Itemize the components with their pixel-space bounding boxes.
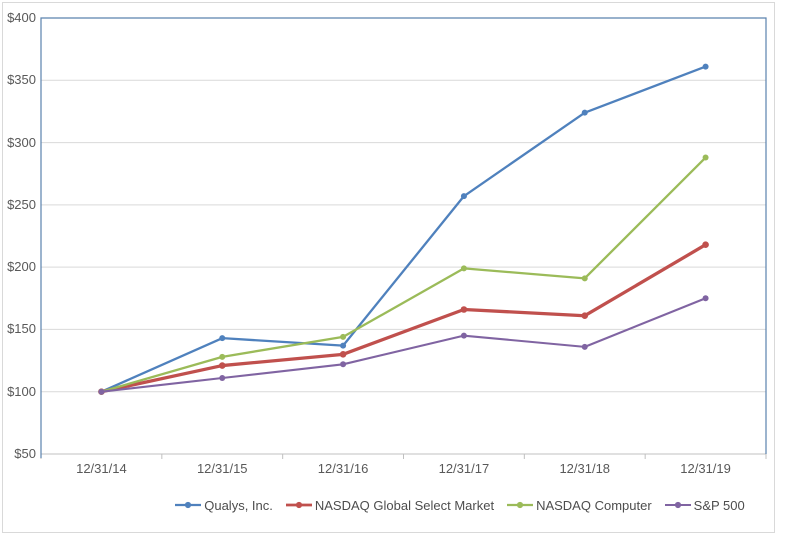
chart-legend: Qualys, Inc. NASDAQ Global Select Market N… [145, 494, 775, 516]
series-marker-s-p-500 [460, 332, 467, 339]
y-axis-tick-label: $100 [7, 383, 36, 399]
legend-marker-icon [175, 501, 202, 509]
series-marker-nasdaq-computer [581, 275, 588, 282]
x-axis-tick-label: 12/31/15 [196, 461, 248, 476]
legend-marker-icon [285, 501, 312, 509]
legend-marker-dot [185, 501, 192, 509]
x-axis-tick-label: 12/31/14 [76, 461, 127, 476]
series-line-qualys-inc [100, 65, 707, 393]
legend-marker-dot [295, 501, 302, 509]
legend-item-label: NASDAQ Global Select Market [314, 497, 495, 513]
y-axis-tick-label: $200 [7, 259, 36, 275]
series-line-s-p-500 [100, 297, 707, 393]
series-marker-s-p-500 [702, 295, 709, 302]
legend-marker-icon [507, 501, 534, 509]
x-axis-tick-label: 12/31/19 [680, 461, 731, 476]
legend-marker-dot [516, 501, 524, 509]
legend-item-label: S&P 500 [693, 497, 745, 513]
y-axis-tick-label: $300 [7, 134, 36, 150]
x-axis-tick-label: 12/31/18 [559, 461, 611, 476]
legend-item: NASDAQ Global Select Market [285, 497, 495, 513]
series-marker-nasdaq-global-select-market [460, 306, 468, 313]
legend-marker-dot [674, 501, 681, 509]
legend-item: Qualys, Inc. [175, 498, 273, 513]
legend-item-label: NASDAQ Computer [536, 497, 652, 513]
legend-marker-icon [664, 501, 691, 509]
series-marker-nasdaq-computer [460, 265, 467, 272]
y-axis-tick-label: $250 [7, 196, 36, 212]
y-axis-tick-label: $50 [14, 446, 36, 461]
series-marker-s-p-500 [581, 343, 588, 350]
series-marker-nasdaq-computer [219, 353, 226, 360]
legend-item-label: Qualys, Inc. [204, 497, 273, 513]
legend-item: S&P 500 [664, 497, 745, 513]
series-line-nasdaq-computer [100, 156, 707, 393]
series-marker-nasdaq-global-select-market [702, 241, 709, 249]
plot-area-border [40, 17, 767, 458]
series-marker-nasdaq-global-select-market [339, 351, 347, 358]
y-axis-tick-label: $400 [7, 10, 36, 25]
series-line-nasdaq-global-select-market [99, 243, 708, 394]
legend-item: NASDAQ Computer [507, 498, 652, 513]
series-marker-s-p-500 [219, 375, 226, 382]
series-marker-nasdaq-computer [340, 333, 347, 340]
series-marker-s-p-500 [340, 361, 347, 368]
series-marker-s-p-500 [98, 388, 105, 395]
series-marker-nasdaq-computer [702, 154, 709, 161]
series-marker-qualys-inc [340, 342, 347, 349]
series-marker-qualys-inc [702, 63, 709, 70]
x-axis-tick-label: 12/31/16 [317, 461, 369, 476]
series-marker-qualys-inc [581, 109, 588, 116]
y-axis-tick-label: $150 [7, 321, 36, 337]
x-axis-tick-label: 12/31/17 [438, 461, 490, 476]
series-marker-nasdaq-global-select-market [581, 312, 589, 320]
series-marker-qualys-inc [460, 193, 467, 200]
series-marker-nasdaq-global-select-market [218, 362, 226, 369]
series-marker-qualys-inc [219, 335, 226, 342]
y-axis-tick-label: $350 [7, 72, 36, 88]
